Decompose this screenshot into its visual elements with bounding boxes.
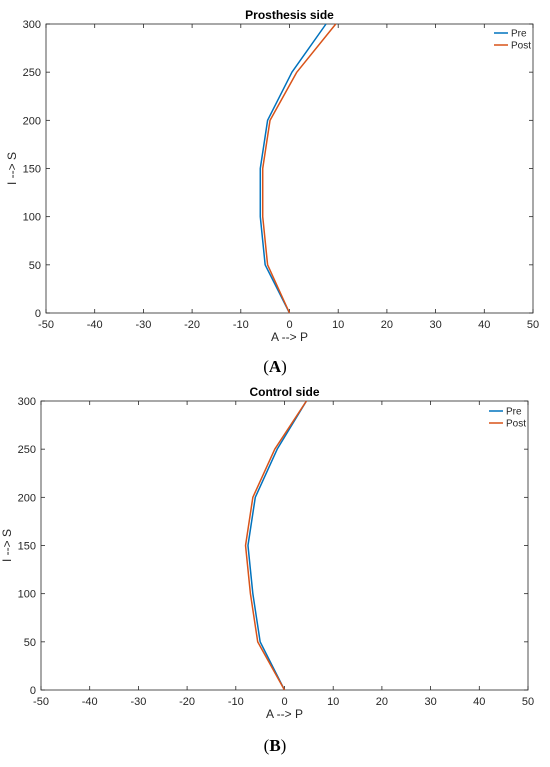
- y-tick-label: 250: [18, 444, 36, 456]
- x-tick-label: -20: [184, 319, 200, 331]
- x-tick-label: -10: [233, 319, 249, 331]
- y-tick-label: 150: [23, 164, 41, 176]
- y-tick-label: 200: [23, 115, 41, 127]
- legend-label-post: Post: [511, 41, 531, 52]
- x-tick-label: -50: [38, 319, 54, 331]
- x-axis-label: A --> P: [271, 330, 308, 344]
- y-tick-label: 100: [18, 589, 36, 601]
- caption-close: ): [281, 736, 287, 755]
- caption-letter: B: [269, 736, 280, 755]
- chart-title: Control side: [249, 385, 319, 399]
- legend-label-pre: Pre: [511, 29, 527, 40]
- x-tick-label: 40: [473, 696, 485, 708]
- y-axis-label: I --> S: [0, 529, 14, 562]
- y-tick-label: 0: [35, 308, 41, 320]
- x-tick-label: -50: [33, 696, 49, 708]
- y-tick-label: 100: [23, 212, 41, 224]
- x-tick-label: 0: [286, 319, 292, 331]
- x-tick-label: 10: [332, 319, 344, 331]
- y-tick-label: 300: [18, 396, 36, 408]
- chart-prosthesis-side: -50 -40 -30 -20 -10 0 10 20 30 40 50 0 50 100 150 200 25…: [5, 8, 539, 376]
- plot-area: [40, 400, 529, 691]
- x-tick-label: 10: [327, 696, 339, 708]
- chart-title: Prosthesis side: [245, 8, 334, 22]
- caption-open: (: [264, 736, 270, 755]
- series-line-pre: [247, 400, 308, 691]
- x-tick-label: 50: [522, 696, 534, 708]
- series-line-post: [244, 400, 308, 691]
- x-tick-label: 20: [381, 319, 393, 331]
- legend-label-pre: Pre: [506, 407, 522, 418]
- panel-caption: (A): [263, 357, 287, 376]
- x-tick-label: 30: [424, 696, 436, 708]
- y-tick-label: 200: [18, 492, 36, 504]
- y-tick-label: 50: [24, 637, 36, 649]
- series-line-pre: [259, 23, 327, 314]
- chart-control-side: -50 -40 -30 -20 -10 0 10 20 30 40 50 0 50 100 150 200 25…: [0, 385, 534, 755]
- y-tick-label: 250: [23, 67, 41, 79]
- y-tick-label: 0: [30, 685, 36, 697]
- y-tick-label: 300: [23, 19, 41, 31]
- panel-caption: (B): [264, 736, 287, 755]
- x-tick-label: -40: [87, 319, 103, 331]
- plot-area: [45, 23, 534, 314]
- y-axis-label: I --> S: [5, 152, 19, 185]
- x-tick-label: 40: [478, 319, 490, 331]
- x-tick-label: -30: [135, 319, 151, 331]
- x-tick-label: 0: [281, 696, 287, 708]
- x-tick-label: -40: [82, 696, 98, 708]
- caption-open: (: [263, 357, 269, 376]
- x-tick-label: -10: [228, 696, 244, 708]
- x-tick-label: 20: [376, 696, 388, 708]
- y-tick-label: 50: [29, 260, 41, 272]
- x-tick-label: -30: [130, 696, 146, 708]
- legend-label-post: Post: [506, 419, 526, 430]
- series-line-post: [261, 23, 337, 314]
- caption-close: ): [281, 357, 287, 376]
- caption-letter: A: [269, 357, 282, 376]
- x-axis-label: A --> P: [266, 707, 303, 721]
- y-tick-label: 150: [18, 541, 36, 553]
- x-tick-label: 50: [527, 319, 539, 331]
- x-tick-label: -20: [179, 696, 195, 708]
- x-tick-label: 30: [429, 319, 441, 331]
